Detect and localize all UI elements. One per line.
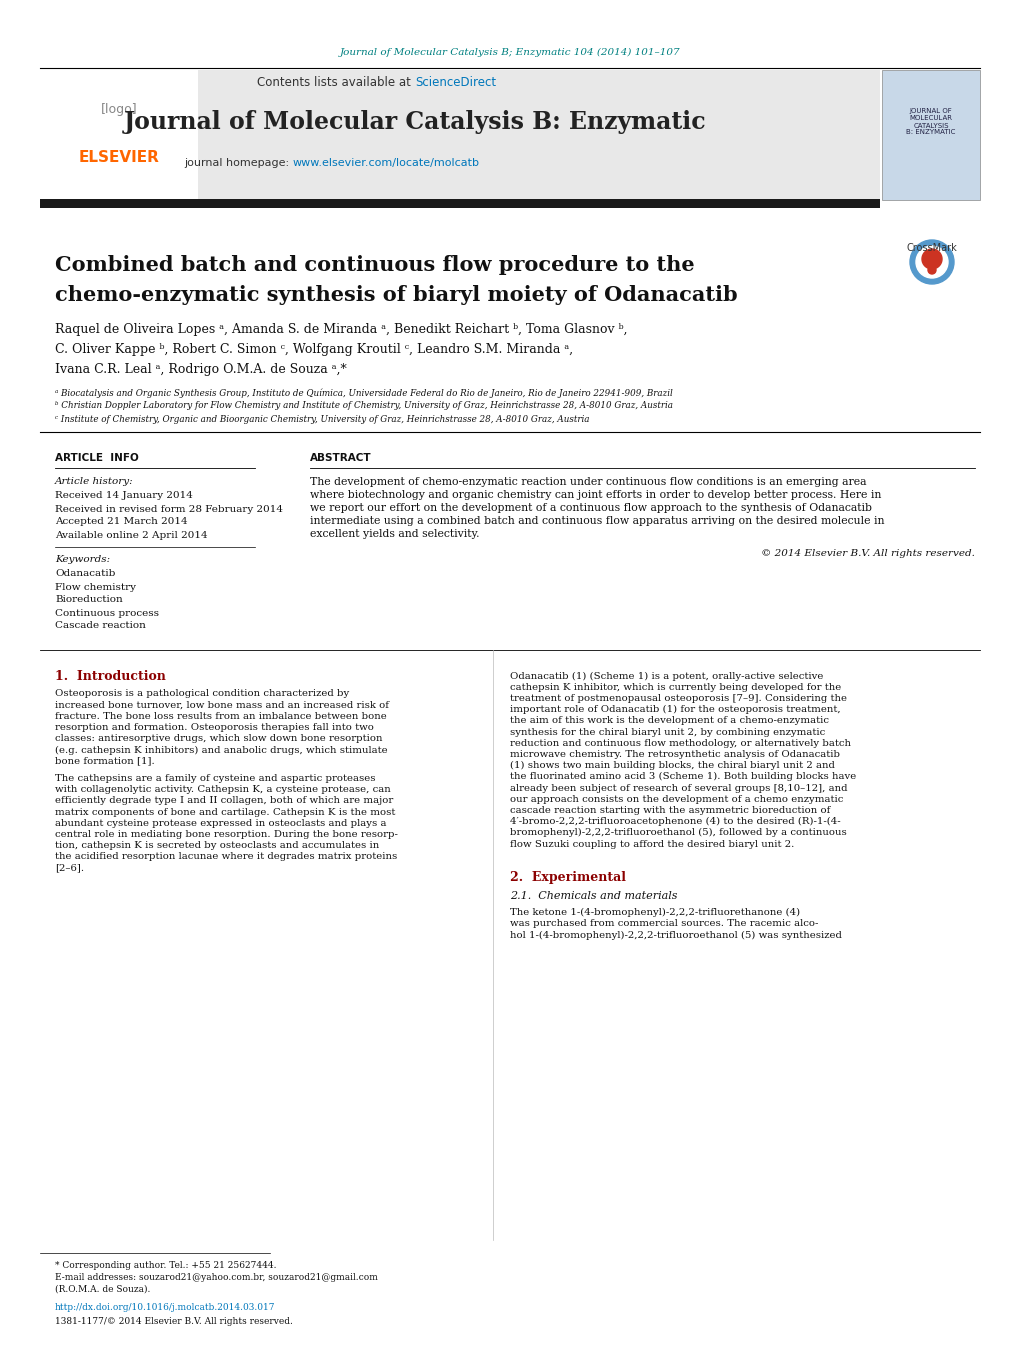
Text: cascade reaction starting with the asymmetric bioreduction of: cascade reaction starting with the asymm… (510, 807, 829, 815)
Text: chemo-enzymatic synthesis of biaryl moiety of Odanacatib: chemo-enzymatic synthesis of biaryl moie… (55, 285, 737, 305)
Circle shape (909, 240, 953, 284)
Text: increased bone turnover, low bone mass and an increased risk of: increased bone turnover, low bone mass a… (55, 701, 388, 709)
Text: ABSTRACT: ABSTRACT (310, 453, 371, 463)
Text: reduction and continuous flow methodology, or alternatively batch: reduction and continuous flow methodolog… (510, 739, 850, 747)
Text: Accepted 21 March 2014: Accepted 21 March 2014 (55, 517, 187, 527)
Text: where biotechnology and organic chemistry can joint efforts in order to develop : where biotechnology and organic chemistr… (310, 490, 880, 500)
Text: the acidified resorption lacunae where it degrades matrix proteins: the acidified resorption lacunae where i… (55, 852, 396, 862)
Text: matrix components of bone and cartilage. Cathepsin K is the most: matrix components of bone and cartilage.… (55, 808, 395, 816)
Text: bromophenyl)-2,2,2-trifluoroethanol (5), followed by a continuous: bromophenyl)-2,2,2-trifluoroethanol (5),… (510, 828, 846, 838)
Text: already been subject of research of several groups [8,10–12], and: already been subject of research of seve… (510, 784, 847, 793)
Text: Contents lists available at: Contents lists available at (257, 77, 415, 89)
Circle shape (915, 246, 947, 278)
Text: microwave chemistry. The retrosynthetic analysis of Odanacatib: microwave chemistry. The retrosynthetic … (510, 750, 840, 759)
Text: (e.g. cathepsin K inhibitors) and anabolic drugs, which stimulate: (e.g. cathepsin K inhibitors) and anabol… (55, 746, 387, 755)
Text: Ivana C.R. Leal ᵃ, Rodrigo O.M.A. de Souza ᵃ,*: Ivana C.R. Leal ᵃ, Rodrigo O.M.A. de Sou… (55, 363, 346, 377)
Text: Available online 2 April 2014: Available online 2 April 2014 (55, 531, 208, 539)
Text: classes: antiresorptive drugs, which slow down bone resorption: classes: antiresorptive drugs, which slo… (55, 735, 382, 743)
Text: bone formation [1].: bone formation [1]. (55, 757, 155, 766)
Text: Combined batch and continuous flow procedure to the: Combined batch and continuous flow proce… (55, 255, 694, 276)
Circle shape (927, 266, 935, 274)
Text: (R.O.M.A. de Souza).: (R.O.M.A. de Souza). (55, 1285, 150, 1293)
Text: (1) shows two main building blocks, the chiral biaryl unit 2 and: (1) shows two main building blocks, the … (510, 761, 835, 770)
Text: [2–6].: [2–6]. (55, 863, 84, 873)
FancyBboxPatch shape (881, 70, 979, 200)
Text: 4′-bromo-2,2,2-trifluoroacetophenone (4) to the desired (R)-1-(4-: 4′-bromo-2,2,2-trifluoroacetophenone (4)… (510, 817, 840, 827)
Text: Continuous process: Continuous process (55, 608, 159, 617)
Text: intermediate using a combined batch and continuous flow apparatus arriving on th: intermediate using a combined batch and … (310, 516, 883, 526)
Text: tion, cathepsin K is secreted by osteoclasts and accumulates in: tion, cathepsin K is secreted by osteocl… (55, 842, 379, 850)
Text: © 2014 Elsevier B.V. All rights reserved.: © 2014 Elsevier B.V. All rights reserved… (760, 549, 974, 558)
Text: Keywords:: Keywords: (55, 555, 110, 565)
FancyBboxPatch shape (40, 199, 879, 208)
Text: resorption and formation. Osteoporosis therapies fall into two: resorption and formation. Osteoporosis t… (55, 723, 374, 732)
Text: 2.  Experimental: 2. Experimental (510, 871, 626, 885)
FancyBboxPatch shape (40, 70, 879, 200)
Text: ᵃ Biocatalysis and Organic Synthesis Group, Instituto de Química, Universidade F: ᵃ Biocatalysis and Organic Synthesis Gro… (55, 388, 673, 397)
Text: efficiently degrade type I and II collagen, both of which are major: efficiently degrade type I and II collag… (55, 796, 393, 805)
Text: Bioreduction: Bioreduction (55, 596, 122, 604)
Text: Journal of Molecular Catalysis B; Enzymatic 104 (2014) 101–107: Journal of Molecular Catalysis B; Enzyma… (339, 47, 680, 57)
Text: Received in revised form 28 February 2014: Received in revised form 28 February 201… (55, 504, 282, 513)
Text: C. Oliver Kappe ᵇ, Robert C. Simon ᶜ, Wolfgang Kroutil ᶜ, Leandro S.M. Miranda ᵃ: C. Oliver Kappe ᵇ, Robert C. Simon ᶜ, Wo… (55, 343, 573, 357)
Text: was purchased from commercial sources. The racemic alco-: was purchased from commercial sources. T… (510, 919, 817, 928)
Text: Odanacatib (1) (Scheme 1) is a potent, orally-active selective: Odanacatib (1) (Scheme 1) is a potent, o… (510, 671, 822, 681)
Text: CrossMark: CrossMark (906, 243, 957, 253)
Text: cathepsin K inhibitor, which is currently being developed for the: cathepsin K inhibitor, which is currentl… (510, 682, 841, 692)
Text: Osteoporosis is a pathological condition characterized by: Osteoporosis is a pathological condition… (55, 689, 348, 698)
Text: ARTICLE  INFO: ARTICLE INFO (55, 453, 139, 463)
Text: The ketone 1-(4-bromophenyl)-2,2,2-trifluorethanone (4): The ketone 1-(4-bromophenyl)-2,2,2-trifl… (510, 908, 799, 916)
Text: synthesis for the chiral biaryl unit 2, by combining enzymatic: synthesis for the chiral biaryl unit 2, … (510, 727, 824, 736)
Text: important role of Odanacatib (1) for the osteoporosis treatment,: important role of Odanacatib (1) for the… (510, 705, 840, 715)
Text: Received 14 January 2014: Received 14 January 2014 (55, 492, 193, 500)
Text: [logo]: [logo] (101, 104, 138, 116)
Text: we report our effort on the development of a continuous flow approach to the syn: we report our effort on the development … (310, 503, 871, 513)
Text: 2.1.  Chemicals and materials: 2.1. Chemicals and materials (510, 892, 677, 901)
Text: ScienceDirect: ScienceDirect (415, 77, 495, 89)
Text: central role in mediating bone resorption. During the bone resorp-: central role in mediating bone resorptio… (55, 830, 397, 839)
Text: * Corresponding author. Tel.: +55 21 25627444.: * Corresponding author. Tel.: +55 21 256… (55, 1260, 276, 1270)
Text: excellent yields and selectivity.: excellent yields and selectivity. (310, 530, 479, 539)
Text: flow Suzuki coupling to afford the desired biaryl unit 2.: flow Suzuki coupling to afford the desir… (510, 839, 794, 848)
Text: ᵇ Christian Doppler Laboratory for Flow Chemistry and Institute of Chemistry, Un: ᵇ Christian Doppler Laboratory for Flow … (55, 401, 673, 411)
Text: Odanacatib: Odanacatib (55, 570, 115, 578)
Text: abundant cysteine protease expressed in osteoclasts and plays a: abundant cysteine protease expressed in … (55, 819, 386, 828)
Text: fracture. The bone loss results from an imbalance between bone: fracture. The bone loss results from an … (55, 712, 386, 721)
Text: http://dx.doi.org/10.1016/j.molcatb.2014.03.017: http://dx.doi.org/10.1016/j.molcatb.2014… (55, 1304, 275, 1313)
Text: The cathepsins are a family of cysteine and aspartic proteases: The cathepsins are a family of cysteine … (55, 774, 375, 782)
FancyBboxPatch shape (40, 70, 198, 200)
Text: with collagenolytic activity. Cathepsin K, a cysteine protease, can: with collagenolytic activity. Cathepsin … (55, 785, 390, 794)
Circle shape (921, 249, 942, 269)
Text: Flow chemistry: Flow chemistry (55, 582, 136, 592)
Text: The development of chemo-enzymatic reaction under continuous flow conditions is : The development of chemo-enzymatic react… (310, 477, 866, 486)
Text: hol 1-(4-bromophenyl)-2,2,2-trifluoroethanol (5) was synthesized: hol 1-(4-bromophenyl)-2,2,2-trifluoroeth… (510, 931, 841, 939)
Text: 1.  Introduction: 1. Introduction (55, 670, 166, 682)
Text: the fluorinated amino acid 3 (Scheme 1). Both building blocks have: the fluorinated amino acid 3 (Scheme 1).… (510, 773, 855, 781)
Text: Raquel de Oliveira Lopes ᵃ, Amanda S. de Miranda ᵃ, Benedikt Reichart ᵇ, Toma Gl: Raquel de Oliveira Lopes ᵃ, Amanda S. de… (55, 323, 627, 336)
Text: Cascade reaction: Cascade reaction (55, 621, 146, 631)
Text: Journal of Molecular Catalysis B: Enzymatic: Journal of Molecular Catalysis B: Enzyma… (123, 109, 705, 134)
Text: www.elsevier.com/locate/molcatb: www.elsevier.com/locate/molcatb (292, 158, 480, 168)
Text: our approach consists on the development of a chemo enzymatic: our approach consists on the development… (510, 794, 843, 804)
Text: E-mail addresses: souzarod21@yahoo.com.br, souzarod21@gmail.com: E-mail addresses: souzarod21@yahoo.com.b… (55, 1273, 377, 1282)
Text: JOURNAL OF
MOLECULAR
CATALYSIS
B: ENZYMATIC: JOURNAL OF MOLECULAR CATALYSIS B: ENZYMA… (906, 108, 955, 135)
Text: ᶜ Institute of Chemistry, Organic and Bioorganic Chemistry, University of Graz, : ᶜ Institute of Chemistry, Organic and Bi… (55, 415, 589, 423)
Text: treatment of postmenopausal osteoporosis [7–9]. Considering the: treatment of postmenopausal osteoporosis… (510, 694, 846, 703)
Text: 1381-1177/© 2014 Elsevier B.V. All rights reserved.: 1381-1177/© 2014 Elsevier B.V. All right… (55, 1316, 292, 1325)
Text: Article history:: Article history: (55, 477, 133, 486)
Text: journal homepage:: journal homepage: (184, 158, 292, 168)
Text: the aim of this work is the development of a chemo-enzymatic: the aim of this work is the development … (510, 716, 828, 725)
Text: ELSEVIER: ELSEVIER (78, 150, 159, 166)
